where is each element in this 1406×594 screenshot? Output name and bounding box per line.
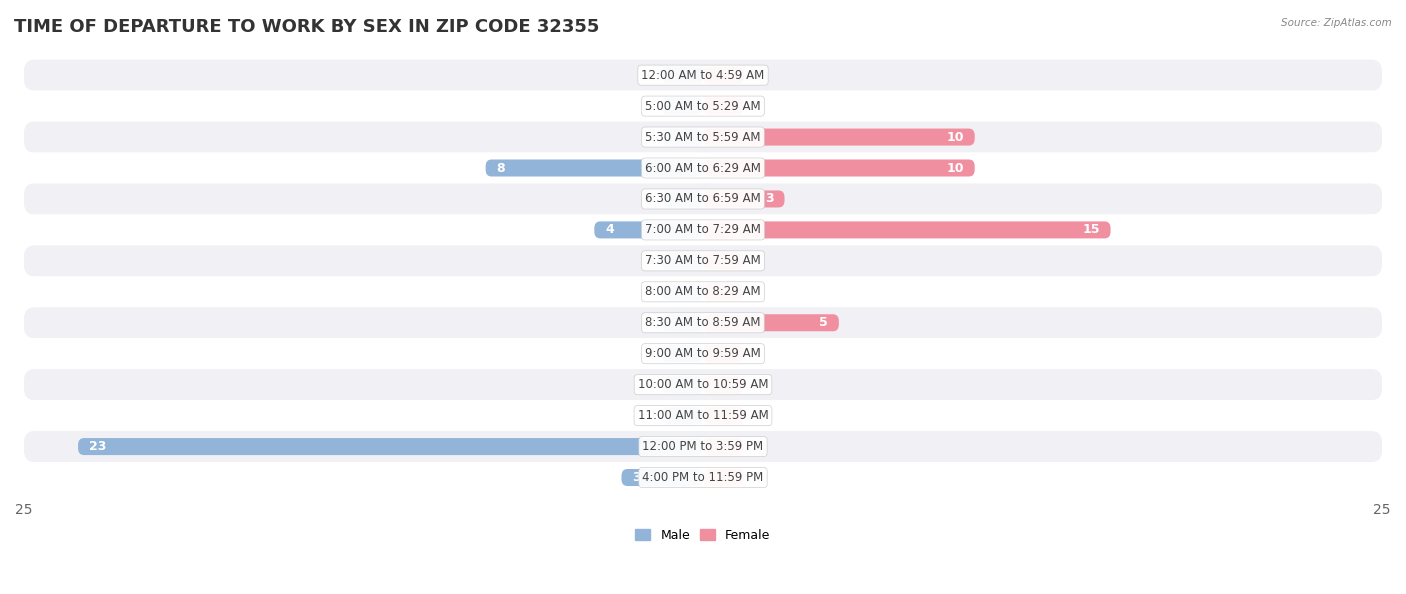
Text: 6:00 AM to 6:29 AM: 6:00 AM to 6:29 AM (645, 162, 761, 175)
FancyBboxPatch shape (24, 307, 1382, 338)
Text: TIME OF DEPARTURE TO WORK BY SEX IN ZIP CODE 32355: TIME OF DEPARTURE TO WORK BY SEX IN ZIP … (14, 18, 599, 36)
FancyBboxPatch shape (703, 222, 1111, 238)
FancyBboxPatch shape (24, 369, 1382, 400)
Text: 0: 0 (752, 378, 759, 391)
FancyBboxPatch shape (703, 469, 744, 486)
Text: 0: 0 (647, 69, 654, 81)
Text: 0: 0 (647, 347, 654, 360)
Text: 4:00 PM to 11:59 PM: 4:00 PM to 11:59 PM (643, 471, 763, 484)
Text: 0: 0 (647, 254, 654, 267)
FancyBboxPatch shape (24, 91, 1382, 122)
Text: 0: 0 (647, 192, 654, 206)
Text: 0: 0 (752, 254, 759, 267)
Text: 0: 0 (647, 316, 654, 329)
Text: 0: 0 (647, 100, 654, 113)
Text: 0: 0 (647, 409, 654, 422)
FancyBboxPatch shape (24, 214, 1382, 245)
FancyBboxPatch shape (662, 283, 703, 301)
Text: 6:30 AM to 6:59 AM: 6:30 AM to 6:59 AM (645, 192, 761, 206)
Text: 0: 0 (752, 471, 759, 484)
Text: 5:30 AM to 5:59 AM: 5:30 AM to 5:59 AM (645, 131, 761, 144)
FancyBboxPatch shape (703, 252, 744, 269)
Text: 15: 15 (1083, 223, 1099, 236)
FancyBboxPatch shape (662, 128, 703, 146)
FancyBboxPatch shape (703, 283, 744, 301)
Text: 23: 23 (89, 440, 107, 453)
FancyBboxPatch shape (662, 191, 703, 207)
FancyBboxPatch shape (703, 407, 744, 424)
Text: 12:00 PM to 3:59 PM: 12:00 PM to 3:59 PM (643, 440, 763, 453)
FancyBboxPatch shape (24, 59, 1382, 91)
FancyBboxPatch shape (24, 153, 1382, 184)
Text: 11:00 AM to 11:59 AM: 11:00 AM to 11:59 AM (638, 409, 768, 422)
Text: 0: 0 (752, 69, 759, 81)
Text: 9:00 AM to 9:59 AM: 9:00 AM to 9:59 AM (645, 347, 761, 360)
FancyBboxPatch shape (621, 469, 703, 486)
FancyBboxPatch shape (703, 314, 839, 331)
FancyBboxPatch shape (703, 67, 744, 84)
FancyBboxPatch shape (703, 128, 974, 146)
FancyBboxPatch shape (703, 438, 744, 455)
FancyBboxPatch shape (662, 345, 703, 362)
FancyBboxPatch shape (24, 276, 1382, 307)
Text: 0: 0 (752, 285, 759, 298)
FancyBboxPatch shape (24, 245, 1382, 276)
Text: 5:00 AM to 5:29 AM: 5:00 AM to 5:29 AM (645, 100, 761, 113)
FancyBboxPatch shape (24, 184, 1382, 214)
FancyBboxPatch shape (24, 462, 1382, 493)
FancyBboxPatch shape (703, 191, 785, 207)
Text: 0: 0 (752, 440, 759, 453)
FancyBboxPatch shape (595, 222, 703, 238)
FancyBboxPatch shape (485, 160, 703, 176)
FancyBboxPatch shape (662, 97, 703, 115)
Text: 0: 0 (647, 378, 654, 391)
Text: 3: 3 (633, 471, 641, 484)
FancyBboxPatch shape (24, 338, 1382, 369)
Text: 0: 0 (752, 347, 759, 360)
Text: 0: 0 (752, 409, 759, 422)
FancyBboxPatch shape (703, 97, 744, 115)
Text: 10:00 AM to 10:59 AM: 10:00 AM to 10:59 AM (638, 378, 768, 391)
Text: 10: 10 (946, 131, 965, 144)
FancyBboxPatch shape (24, 400, 1382, 431)
Text: 3: 3 (765, 192, 773, 206)
Text: 5: 5 (820, 316, 828, 329)
FancyBboxPatch shape (24, 431, 1382, 462)
Text: 7:00 AM to 7:29 AM: 7:00 AM to 7:29 AM (645, 223, 761, 236)
Text: 10: 10 (946, 162, 965, 175)
FancyBboxPatch shape (703, 376, 744, 393)
FancyBboxPatch shape (662, 407, 703, 424)
FancyBboxPatch shape (24, 122, 1382, 153)
Text: 0: 0 (752, 100, 759, 113)
FancyBboxPatch shape (662, 252, 703, 269)
Text: 8: 8 (496, 162, 505, 175)
Text: Source: ZipAtlas.com: Source: ZipAtlas.com (1281, 18, 1392, 28)
FancyBboxPatch shape (703, 160, 974, 176)
Text: 12:00 AM to 4:59 AM: 12:00 AM to 4:59 AM (641, 69, 765, 81)
Text: 0: 0 (647, 131, 654, 144)
Text: 0: 0 (647, 285, 654, 298)
Text: 8:00 AM to 8:29 AM: 8:00 AM to 8:29 AM (645, 285, 761, 298)
FancyBboxPatch shape (79, 438, 703, 455)
FancyBboxPatch shape (662, 376, 703, 393)
Text: 4: 4 (605, 223, 614, 236)
Text: 8:30 AM to 8:59 AM: 8:30 AM to 8:59 AM (645, 316, 761, 329)
FancyBboxPatch shape (662, 67, 703, 84)
Legend: Male, Female: Male, Female (630, 524, 776, 547)
FancyBboxPatch shape (662, 314, 703, 331)
Text: 7:30 AM to 7:59 AM: 7:30 AM to 7:59 AM (645, 254, 761, 267)
FancyBboxPatch shape (703, 345, 744, 362)
